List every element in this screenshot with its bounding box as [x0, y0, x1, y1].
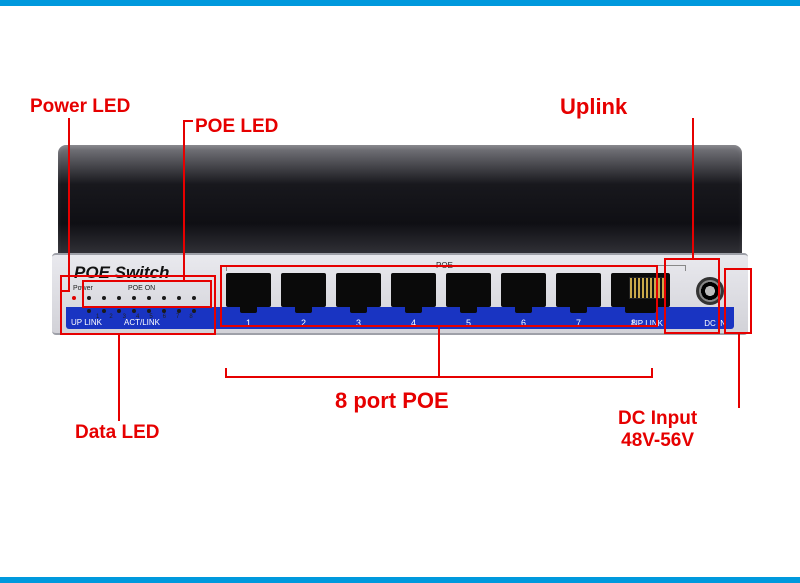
leader-line: [60, 290, 70, 292]
callout-uplink: Uplink: [560, 94, 627, 120]
frame-top-bar: [0, 0, 800, 6]
frame-bottom-bar: [0, 577, 800, 583]
leader-line: [692, 118, 694, 258]
leader-line: [118, 335, 120, 421]
redbox-dc: [724, 268, 752, 334]
leader-line: [225, 368, 227, 378]
leader-line: [651, 368, 653, 378]
device-top-chassis: [58, 145, 742, 257]
leader-line: [738, 334, 740, 408]
redbox-poe-led: [82, 280, 212, 308]
leader-line: [183, 120, 193, 122]
leader-line: [183, 120, 185, 280]
leader-line: [438, 327, 440, 377]
callout-poe-led: POE LED: [195, 116, 278, 138]
redbox-uplink: [664, 258, 720, 334]
redbox-8ports: [220, 265, 658, 327]
callout-power-led: Power LED: [30, 96, 130, 118]
callout-8-port-poe: 8 port POE: [335, 388, 449, 414]
callout-data-led: Data LED: [75, 422, 159, 444]
leader-line: [68, 118, 70, 292]
callout-dc-input: DC Input 48V-56V: [618, 408, 697, 452]
